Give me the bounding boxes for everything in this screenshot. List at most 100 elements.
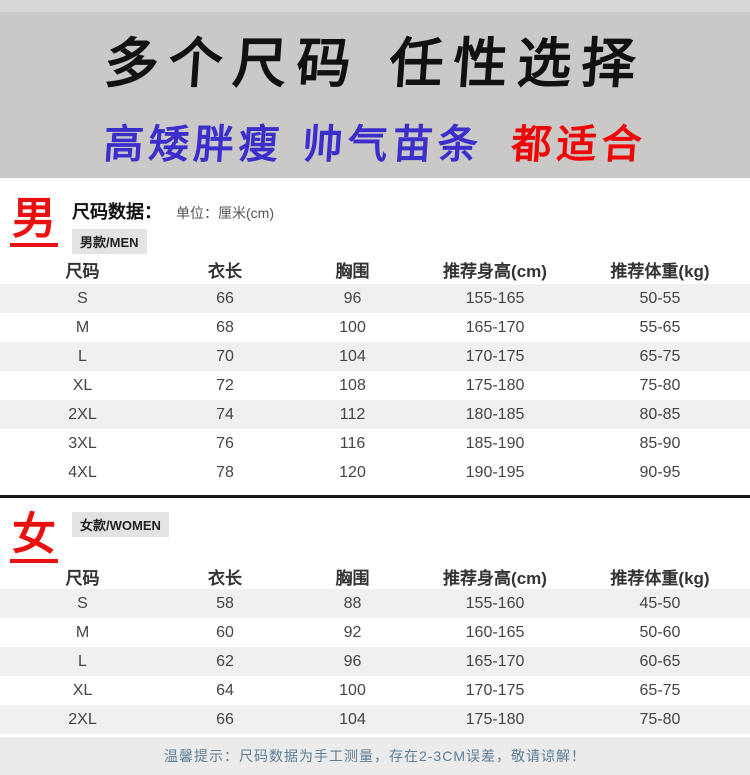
table-cell-size: M [75,623,90,641]
table-cell-chest: 96 [343,289,362,307]
women-header-row: 尺码 衣长 胸围 推荐身高(cm) 推荐体重(kg) [0,563,750,589]
table-cell-size: XL [72,681,93,699]
table-cell-chest: 100 [339,681,366,699]
table-cell-height: 155-160 [465,594,525,612]
table-row: L 62 96 165-170 60-65 [0,647,750,676]
col-header-chest: 胸围 [335,261,370,281]
table-cell-length: 58 [216,594,234,612]
table-cell-size: L [78,347,87,365]
women-size-table: 尺码 衣长 胸围 推荐身高(cm) 推荐体重(kg) S 58 88 155-160 4… [0,563,750,734]
table-cell-weight: 80-85 [639,405,681,423]
men-symbol: 男 [10,196,58,247]
footer-note-bar: 温馨提示：尺码数据为手工测量，存在2-3CM误差，敬请谅解！ [0,737,750,775]
col-header-length: 衣长 [208,261,242,281]
unit-label: 单位：厘米(cm) [176,205,274,221]
table-cell-height: 180-185 [465,405,525,423]
table-cell-weight: 75-80 [639,710,681,728]
table-cell-length: 74 [216,405,234,423]
table-cell-chest: 112 [339,405,366,423]
col-header-length: 衣长 [208,568,242,588]
table-cell-chest: 88 [343,594,362,612]
table-cell-weight: 60-65 [639,652,681,670]
table-cell-height: 175-180 [465,710,525,728]
table-cell-height: 175-180 [465,376,525,394]
col-header-weight: 推荐体重(kg) [610,261,710,281]
size-data-label: 尺码数据： [72,202,162,222]
footer-note-text: 温馨提示：尺码数据为手工测量，存在2-3CM误差，敬请谅解！ [163,748,586,764]
table-cell-chest: 108 [339,376,366,394]
banner-headline: 多个尺码 任性选择 [102,30,648,95]
section-divider [0,495,750,498]
table-cell-length: 72 [216,376,234,394]
men-header-row: 尺码 衣长 胸围 推荐身高(cm) 推荐体重(kg) [0,254,750,284]
table-row: XL 72 108 175-180 75-80 [0,371,750,400]
table-row: XL 64 100 170-175 65-75 [0,676,750,705]
men-section: 男 尺码数据： 单位：厘米(cm) 男款/MEN 尺码 衣长 胸围 推荐身高(c… [0,178,750,487]
col-header-size: 尺码 [65,568,100,588]
table-cell-length: 68 [216,318,234,336]
table-row: M 60 92 160-165 50-60 [0,618,750,647]
table-row: S 58 88 155-160 45-50 [0,589,750,618]
table-row: 2XL 66 104 175-180 75-80 [0,705,750,734]
table-cell-chest: 104 [339,710,366,728]
women-tag: 女款/WOMEN [72,512,169,537]
women-symbol: 女 [10,512,58,563]
table-row: S 66 96 155-165 50-55 [0,284,750,313]
table-row: 3XL 76 116 185-190 85-90 [0,429,750,458]
table-cell-size: S [77,594,88,612]
table-cell-weight: 75-80 [639,376,681,394]
table-cell-chest: 104 [339,347,366,365]
table-cell-height: 190-195 [465,463,525,481]
banner-subline-blue: 高矮胖瘦 帅气苗条 [101,120,484,168]
table-cell-height: 165-170 [465,318,525,336]
banner-subline-red: 都适合 [509,120,648,168]
table-cell-length: 76 [216,434,234,452]
men-section-header: 男 尺码数据： 单位：厘米(cm) 男款/MEN [0,178,750,254]
col-header-weight: 推荐体重(kg) [610,568,710,588]
table-cell-weight: 45-50 [639,594,681,612]
men-table-body: S 66 96 155-165 50-55 M 68 100 165-170 55-65 L 70 10… [0,284,750,487]
table-cell-weight: 50-55 [639,289,681,307]
banner-subline: 高矮胖瘦 帅气苗条 都适合 [102,112,649,170]
table-cell-height: 155-165 [465,289,525,307]
table-cell-size: XL [72,376,93,394]
table-cell-height: 185-190 [465,434,525,452]
table-cell-length: 62 [216,652,234,670]
table-cell-size: M [75,318,90,336]
men-header-right: 尺码数据： 单位：厘米(cm) 男款/MEN [72,198,274,254]
table-row: L 70 104 170-175 65-75 [0,342,750,371]
table-cell-weight: 90-95 [639,463,681,481]
table-cell-size: S [77,289,88,307]
table-cell-size: 2XL [68,405,97,423]
women-table-head: 尺码 衣长 胸围 推荐身高(cm) 推荐体重(kg) [0,563,750,589]
size-data-line: 尺码数据： 单位：厘米(cm) [72,198,274,224]
table-cell-length: 66 [216,289,234,307]
women-section: 女 女款/WOMEN 尺码 衣长 胸围 推荐身高(cm) 推荐体重(kg) S 5… [0,498,750,734]
table-cell-chest: 96 [343,652,362,670]
col-header-size: 尺码 [65,261,100,281]
table-cell-height: 160-165 [465,623,525,641]
table-cell-weight: 65-75 [639,681,681,699]
table-cell-size: 4XL [68,463,97,481]
table-cell-chest: 92 [343,623,362,641]
col-header-height: 推荐身高(cm) [443,568,547,588]
table-cell-size: 3XL [68,434,97,452]
promo-banner: 多个尺码 任性选择 高矮胖瘦 帅气苗条 都适合 [0,0,750,178]
women-section-header: 女 女款/WOMEN [0,498,750,563]
table-cell-length: 78 [216,463,234,481]
table-cell-length: 66 [216,710,234,728]
men-table-head: 尺码 衣长 胸围 推荐身高(cm) 推荐体重(kg) [0,254,750,284]
table-cell-chest: 100 [339,318,366,336]
table-cell-chest: 116 [339,434,366,452]
table-cell-weight: 50-60 [639,623,681,641]
table-cell-size: 2XL [68,710,97,728]
table-cell-weight: 55-65 [639,318,681,336]
table-row: 4XL 78 120 190-195 90-95 [0,458,750,487]
col-header-chest: 胸围 [335,568,370,588]
table-cell-weight: 65-75 [639,347,681,365]
table-row: M 68 100 165-170 55-65 [0,313,750,342]
table-cell-height: 165-170 [465,652,525,670]
table-cell-weight: 85-90 [639,434,681,452]
women-table-body: S 58 88 155-160 45-50 M 60 92 160-165 50-60 L 62 96 1… [0,589,750,734]
table-cell-height: 170-175 [465,347,525,365]
